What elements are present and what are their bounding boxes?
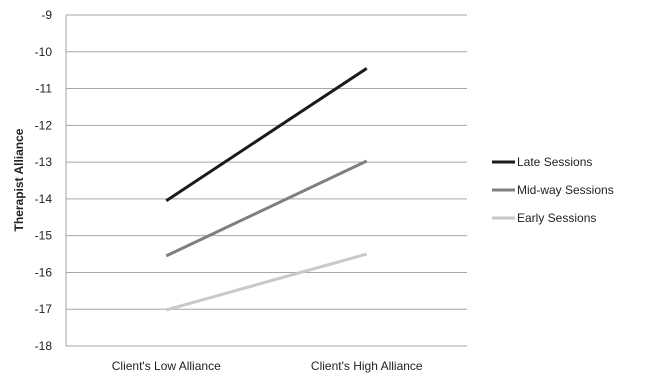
series-line [165, 67, 368, 202]
y-tick-label: -17 [35, 302, 53, 316]
y-tick-label: -15 [35, 229, 53, 243]
series-line [165, 159, 368, 258]
legend: Late Sessions Mid-way Sessions Early Sessi… [492, 155, 614, 225]
y-axis-title: Therapist Alliance [12, 128, 26, 231]
y-tick-label: -16 [35, 265, 53, 279]
y-tick-label: -12 [35, 118, 53, 132]
y-tick-label: -11 [36, 82, 53, 96]
series-line [165, 252, 368, 312]
y-tick-label: -10 [35, 45, 53, 59]
y-tick-label: -13 [35, 155, 53, 169]
y-tick-label: -18 [35, 339, 53, 353]
series-lines [165, 67, 368, 312]
x-tick-label: Client's Low Alliance [112, 359, 221, 373]
y-axis-ticks: -9 -10 -11 -12 -13 -14 -15 -16 -17 -18 [35, 8, 53, 353]
y-tick-label: -9 [41, 8, 52, 22]
y-tick-label: -14 [35, 192, 53, 206]
legend-label: Late Sessions [517, 155, 592, 169]
x-axis-ticks: Client's Low Alliance Client's High Allia… [112, 359, 423, 373]
legend-label: Mid-way Sessions [517, 183, 614, 197]
x-tick-label: Client's High Alliance [311, 359, 423, 373]
legend-label: Early Sessions [517, 211, 596, 225]
gridlines [65, 14, 467, 347]
